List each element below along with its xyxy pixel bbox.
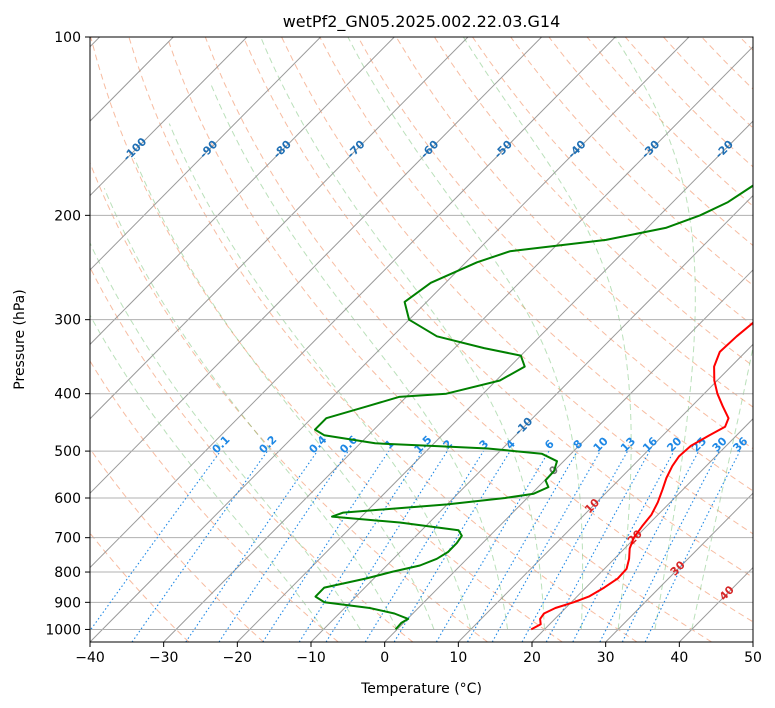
moist-adiabat bbox=[347, 37, 584, 630]
y-tick-label: 900 bbox=[54, 595, 81, 611]
moist-adiabat bbox=[168, 123, 472, 630]
x-tick-label: 10 bbox=[449, 650, 467, 666]
y-tick-label: 600 bbox=[54, 491, 81, 507]
x-tick-label: 40 bbox=[670, 650, 688, 666]
mixing-ratio-line bbox=[364, 450, 484, 642]
dry-adiabat bbox=[90, 360, 339, 642]
dry-adiabat bbox=[90, 37, 563, 642]
x-tick-label: 0 bbox=[380, 650, 389, 666]
isotherm-line bbox=[90, 37, 690, 642]
y-tick-label: 500 bbox=[54, 444, 81, 460]
mixing-ratio-line bbox=[90, 450, 221, 632]
moist-adiabat bbox=[103, 188, 398, 630]
moist-adiabat bbox=[614, 37, 696, 630]
dry-adiabat bbox=[357, 37, 753, 450]
x-tick-label: 20 bbox=[523, 650, 541, 666]
mixing-ratio-line bbox=[393, 450, 511, 642]
mixing-ratio-line bbox=[262, 450, 390, 642]
dry-adiabat bbox=[472, 37, 753, 327]
y-tick-label: 100 bbox=[54, 30, 81, 46]
moist-adiabat bbox=[260, 37, 545, 630]
mixing-ratio-line bbox=[218, 450, 349, 642]
x-tick-label: 30 bbox=[597, 650, 615, 666]
mixing-ratio-line bbox=[298, 450, 423, 642]
isotherm-line bbox=[90, 37, 321, 271]
y-tick-label: 200 bbox=[54, 208, 81, 224]
mixing-ratio-line bbox=[325, 450, 448, 642]
x-tick-label: 50 bbox=[744, 650, 762, 666]
isotherm-line bbox=[236, 120, 753, 642]
dry-adiabat bbox=[90, 266, 414, 642]
y-tick-label: 800 bbox=[54, 565, 81, 581]
dry-adiabat bbox=[204, 37, 753, 623]
dry-adiabat bbox=[128, 37, 638, 642]
x-tick-label: −10 bbox=[296, 650, 326, 666]
dry-adiabat bbox=[510, 37, 753, 286]
dry-adiabat bbox=[166, 37, 712, 642]
isotherm-line bbox=[163, 46, 753, 642]
plot-area: 0.1 0.2 0.4 0.6 1 1.5 2 3 4 6 8 10 13 16 20 25 30 36-100-… bbox=[90, 37, 753, 642]
moist-adiabat bbox=[691, 344, 753, 630]
x-tick-label: −40 bbox=[75, 650, 105, 666]
mixing-ratio-line bbox=[131, 450, 268, 642]
dry-adiabat bbox=[433, 37, 753, 367]
isotherm-line bbox=[90, 37, 616, 569]
x-axis-label: Temperature (°C) bbox=[360, 681, 482, 697]
y-tick-label: 700 bbox=[54, 531, 81, 547]
y-tick-label: 300 bbox=[54, 313, 81, 329]
isotherm-line bbox=[605, 492, 753, 642]
y-tick-label: 1000 bbox=[45, 622, 81, 638]
moist-adiabat bbox=[210, 83, 509, 630]
mixing-ratio-line bbox=[491, 450, 601, 642]
isotherm-line bbox=[384, 269, 753, 642]
dry-adiabat bbox=[242, 37, 753, 579]
moist-adiabat bbox=[90, 314, 324, 630]
isotherm-line bbox=[90, 37, 542, 494]
mixing-ratio-line bbox=[572, 450, 675, 642]
isotherm-line bbox=[310, 194, 753, 642]
dry-adiabat bbox=[319, 37, 753, 492]
isotherm-line bbox=[90, 37, 469, 420]
plot-frame bbox=[89, 36, 754, 643]
moist-adiabat bbox=[462, 37, 632, 630]
x-tick-label: −20 bbox=[223, 650, 253, 666]
mixing-ratio-line bbox=[644, 450, 741, 642]
dewpoint-profile-line bbox=[314, 184, 753, 631]
temperature-profile-line bbox=[530, 321, 753, 631]
mixing-ratio-line bbox=[521, 450, 629, 642]
dry-adiabat bbox=[395, 37, 753, 408]
y-axis-label: Pressure (hPa) bbox=[12, 289, 28, 389]
dry-adiabat bbox=[281, 37, 753, 535]
isotherm-line bbox=[90, 37, 395, 346]
chart-title: wetPf2_GN05.2025.002.22.03.G14 bbox=[283, 12, 561, 32]
x-tick-label: −30 bbox=[149, 650, 179, 666]
mixing-ratio-line bbox=[185, 450, 318, 642]
isotherm-line bbox=[90, 37, 248, 197]
mixing-ratio-line bbox=[621, 450, 720, 642]
dry-adiabat bbox=[90, 447, 264, 642]
isotherm-line bbox=[457, 343, 753, 642]
mixing-ratio-line bbox=[545, 450, 651, 642]
y-tick-label: 400 bbox=[54, 387, 81, 403]
